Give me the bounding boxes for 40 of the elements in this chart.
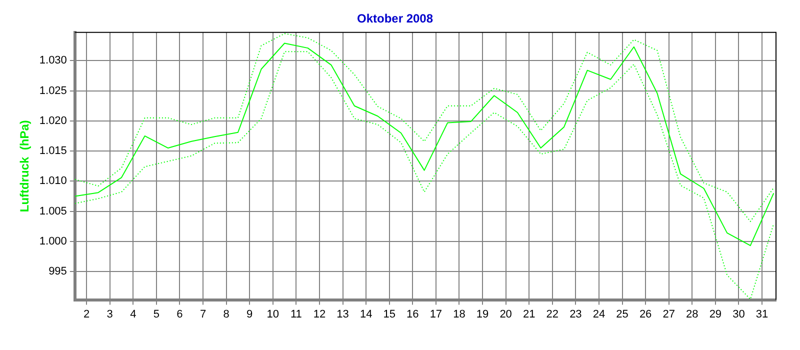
x-tick-label: 2	[84, 308, 90, 320]
x-tick-label: 27	[662, 308, 675, 320]
x-tick-label: 4	[130, 308, 136, 320]
x-tick-label: 24	[592, 308, 606, 320]
x-tick-label: 17	[430, 308, 442, 320]
x-tick-label: 15	[383, 308, 396, 320]
x-tick-label: 16	[406, 308, 419, 320]
x-tick-label: 13	[336, 308, 349, 320]
x-tick-label: 29	[709, 308, 722, 320]
x-tick-label: 7	[200, 308, 206, 320]
x-tick-label: 23	[570, 308, 582, 320]
y-tick-label: 1.000	[39, 235, 67, 248]
x-tick-label: 3	[106, 308, 113, 320]
x-tick-label: 30	[732, 308, 745, 320]
y-tick-label: 995	[48, 266, 67, 278]
x-tick-label: 21	[522, 308, 536, 320]
y-tick-label: 1.020	[39, 114, 67, 127]
x-tick-label: 6	[176, 308, 183, 320]
x-tick-label: 31	[756, 308, 768, 320]
x-tick-label: 20	[500, 308, 512, 320]
x-tick-label: 8	[223, 308, 230, 320]
x-tick-label: 14	[360, 308, 372, 320]
x-tick-label: 28	[686, 308, 698, 320]
x-tick-label: 26	[639, 308, 652, 320]
y-tick-label: 1.025	[39, 84, 67, 97]
x-tick-label: 9	[246, 308, 253, 320]
x-tick-label: 25	[616, 308, 628, 320]
x-tick-label: 18	[453, 308, 466, 320]
y-tick-label: 1.030	[39, 54, 67, 67]
x-tick-label: 10	[266, 308, 280, 320]
x-tick-label: 22	[546, 308, 559, 320]
x-tick-label: 12	[313, 308, 326, 320]
x-tick-label: 11	[290, 308, 302, 320]
chart-title: Oktober 2008	[356, 12, 434, 26]
x-tick-label: 19	[476, 308, 489, 320]
y-tick-label: 1.015	[39, 145, 67, 158]
y-tick-label: 1.005	[39, 205, 67, 218]
y-axis-title: Luftdruck (hPa)	[18, 120, 32, 212]
y-tick-label: 1.010	[39, 175, 67, 188]
x-tick-label: 5	[153, 308, 160, 320]
